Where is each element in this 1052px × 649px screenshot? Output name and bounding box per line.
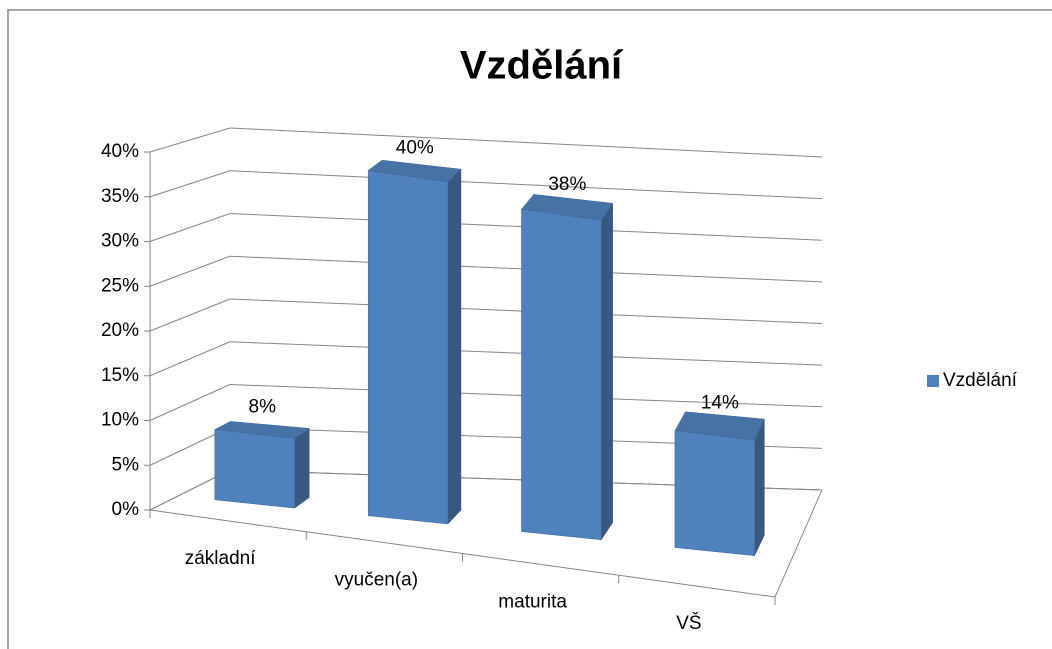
- y-tick-label: 0%: [112, 499, 140, 520]
- grid-line: [149, 127, 231, 153]
- x-tick-label: VŠ: [676, 612, 701, 634]
- bar: [521, 194, 614, 541]
- bar-front: [214, 429, 295, 509]
- y-tick-label: 40%: [101, 141, 139, 162]
- grid-line: [149, 384, 231, 421]
- grid-line: [149, 341, 231, 377]
- y-tick-label: 15%: [101, 365, 139, 386]
- bar: [674, 411, 765, 556]
- grid-line: [229, 127, 823, 158]
- chart-border: [7, 9, 1052, 649]
- y-tick-label: 5%: [112, 454, 140, 475]
- data-label: 40%: [396, 137, 434, 158]
- grid-line: [149, 170, 231, 198]
- y-tick-label: 30%: [101, 231, 139, 252]
- y-tick-label: 25%: [101, 275, 139, 296]
- grid-line: [149, 213, 231, 242]
- bar-front: [674, 430, 755, 556]
- grid-line: [149, 298, 231, 332]
- x-tick-label: maturita: [498, 591, 567, 612]
- bar-side: [601, 202, 613, 541]
- bar-front: [521, 208, 602, 541]
- data-label: 14%: [701, 392, 739, 413]
- x-tick-label: základní: [185, 548, 256, 569]
- bar-side: [447, 168, 462, 525]
- grid-line: [149, 255, 231, 287]
- legend-label: Vzdělání: [943, 370, 1018, 391]
- y-tick-label: 35%: [101, 186, 139, 207]
- bar-side: [754, 418, 765, 556]
- grid-line: [229, 170, 823, 200]
- x-tick-label: vyučen(a): [335, 570, 418, 591]
- y-tick-label: 10%: [101, 410, 139, 431]
- bar-side: [294, 427, 310, 509]
- legend-swatch: [927, 375, 939, 387]
- data-label: 38%: [548, 174, 586, 195]
- bar: [213, 421, 311, 509]
- data-label: 8%: [249, 396, 277, 417]
- chart-title: Vzdělání: [460, 44, 624, 88]
- bar: [367, 159, 462, 525]
- bar-front: [367, 170, 449, 525]
- y-tick-label: 20%: [101, 320, 139, 341]
